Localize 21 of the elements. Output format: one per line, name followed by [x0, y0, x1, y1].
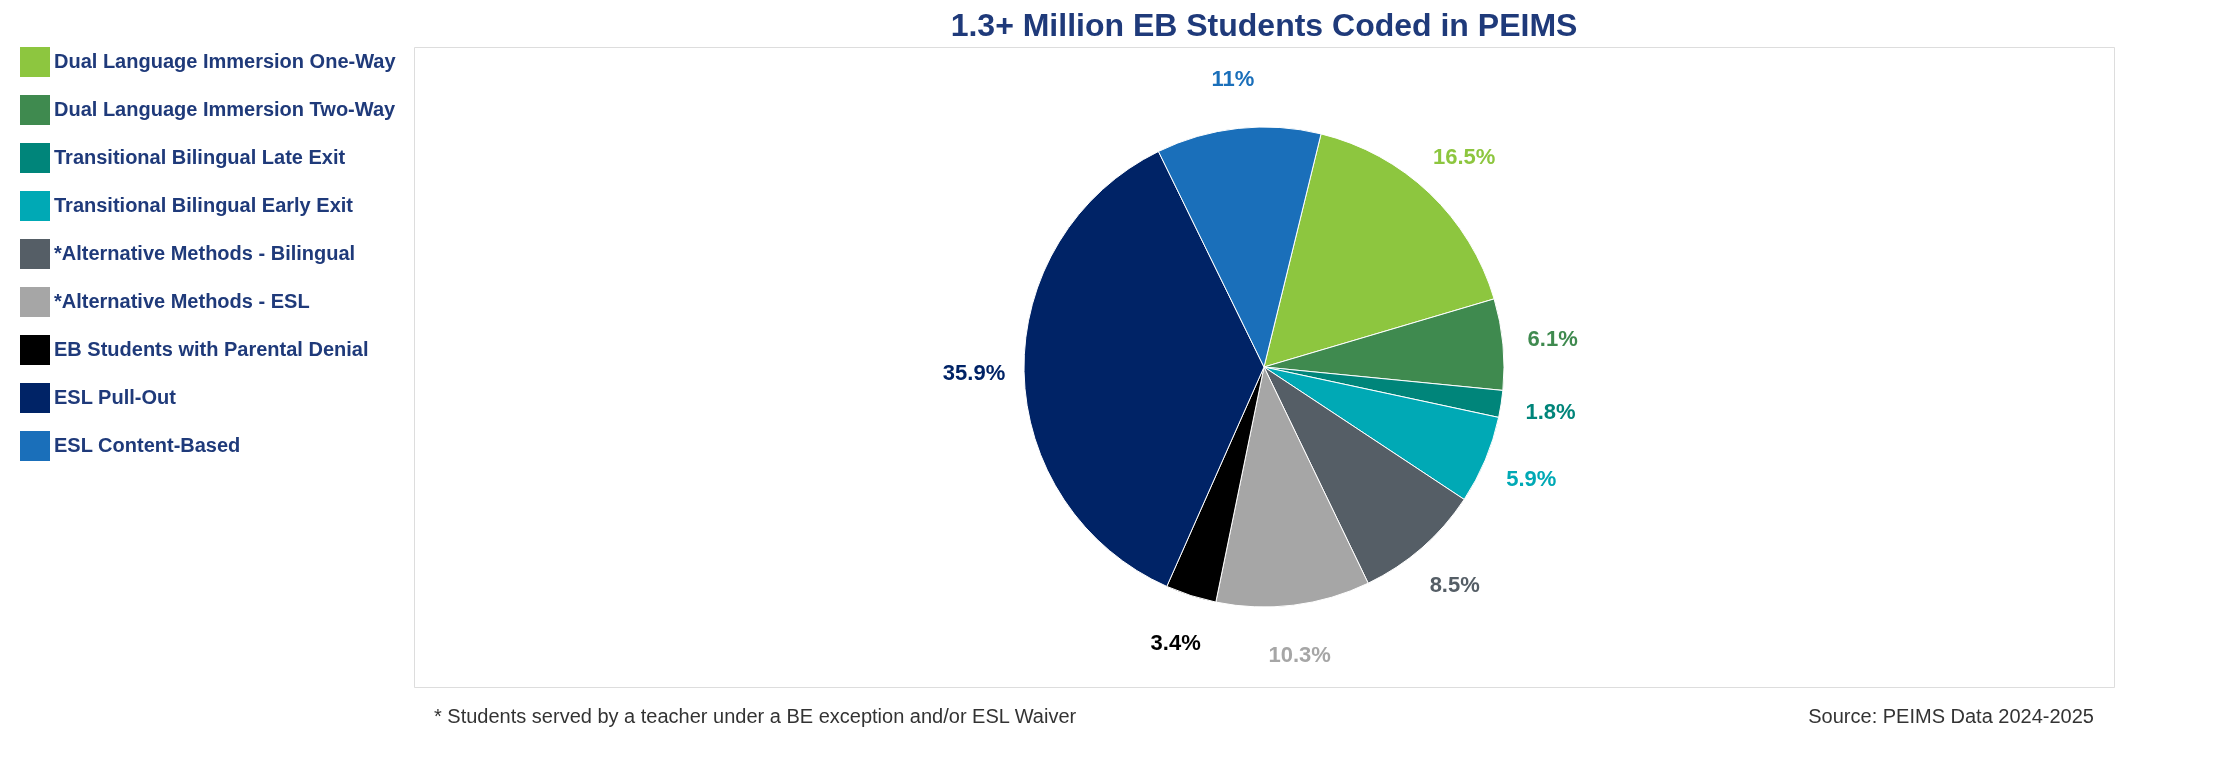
legend-label: *Alternative Methods - Bilingual [54, 242, 356, 264]
legend-label: EB Students with Parental Denial [54, 338, 369, 360]
data-label: 1.8% [1525, 398, 1576, 424]
legend-label: ESL Content-Based [54, 434, 241, 456]
legend-label: Transitional Bilingual Early Exit [54, 194, 354, 216]
legend-label: Dual Language Immersion Two-Way [54, 98, 397, 120]
chart-title: 1.3+ Million EB Students Coded in PEIMS [950, 7, 1578, 43]
legend-label: *Alternative Methods - ESL [54, 290, 310, 312]
data-label: 35.9% [942, 359, 1006, 385]
data-label: 8.5% [1429, 572, 1480, 598]
data-label: 6.1% [1527, 326, 1578, 352]
data-label: 5.9% [1506, 466, 1557, 492]
text: * Students served by a teacher under a BE exception and/or ESL Waiver [434, 705, 1077, 727]
data-label: 10.3% [1268, 641, 1331, 667]
data-label: 3.4% [1150, 630, 1201, 656]
legend-label: Transitional Bilingual Late Exit [54, 146, 346, 168]
legend-label: ESL Pull-Out [54, 386, 177, 408]
legend-label: Dual Language Immersion One-Way [54, 50, 397, 72]
data-label: 11% [1211, 65, 1255, 91]
data-label: 16.5% [1432, 144, 1496, 170]
source-note: Source: PEIMS Data 2024-2025 [1808, 705, 2094, 727]
